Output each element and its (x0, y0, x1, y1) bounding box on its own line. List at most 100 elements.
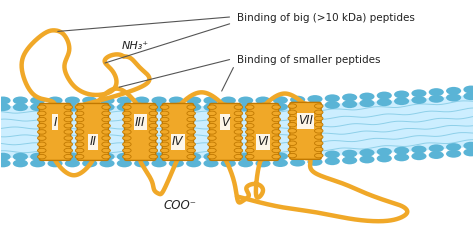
Circle shape (315, 135, 323, 139)
Circle shape (272, 111, 281, 116)
Circle shape (428, 151, 444, 159)
Circle shape (47, 153, 63, 161)
Circle shape (102, 136, 110, 140)
FancyBboxPatch shape (162, 103, 193, 160)
Circle shape (325, 157, 340, 165)
Text: II: II (90, 135, 96, 148)
Circle shape (208, 142, 216, 147)
Circle shape (64, 117, 73, 122)
Circle shape (288, 153, 297, 158)
Circle shape (75, 124, 84, 128)
Circle shape (246, 142, 254, 146)
Circle shape (102, 154, 110, 159)
Circle shape (342, 150, 357, 158)
Circle shape (446, 87, 461, 95)
Circle shape (246, 136, 254, 140)
Circle shape (290, 159, 305, 167)
Circle shape (13, 97, 28, 104)
Circle shape (234, 124, 243, 128)
Circle shape (446, 143, 461, 151)
Circle shape (290, 96, 305, 104)
Circle shape (246, 148, 254, 153)
Circle shape (208, 111, 216, 116)
Circle shape (394, 153, 409, 161)
Circle shape (13, 159, 28, 167)
Circle shape (149, 142, 157, 147)
Circle shape (102, 105, 110, 109)
Circle shape (428, 88, 444, 96)
Circle shape (0, 159, 10, 167)
Circle shape (203, 97, 219, 104)
Circle shape (149, 105, 157, 109)
Circle shape (82, 97, 97, 104)
Circle shape (288, 135, 297, 139)
Circle shape (149, 136, 157, 140)
Circle shape (123, 124, 131, 128)
Text: V: V (221, 116, 229, 128)
Circle shape (160, 154, 169, 159)
FancyBboxPatch shape (77, 103, 109, 160)
Circle shape (187, 136, 195, 140)
Circle shape (411, 89, 427, 97)
Circle shape (238, 153, 253, 161)
Circle shape (160, 130, 169, 134)
Circle shape (149, 111, 157, 116)
Circle shape (102, 130, 110, 134)
Circle shape (37, 105, 46, 109)
Circle shape (75, 117, 84, 122)
Circle shape (13, 103, 28, 111)
Circle shape (102, 148, 110, 153)
Circle shape (234, 130, 243, 134)
Circle shape (64, 105, 73, 109)
Circle shape (117, 103, 132, 111)
Circle shape (64, 111, 73, 116)
Circle shape (203, 103, 219, 111)
Text: VII: VII (298, 115, 313, 127)
Text: COO⁻: COO⁻ (164, 199, 197, 212)
FancyBboxPatch shape (125, 103, 156, 160)
Text: Binding of smaller peptides: Binding of smaller peptides (237, 55, 381, 65)
Circle shape (65, 153, 80, 161)
FancyBboxPatch shape (210, 103, 241, 160)
Circle shape (187, 154, 195, 159)
Circle shape (203, 159, 219, 167)
Circle shape (234, 154, 243, 159)
Text: III: III (135, 116, 146, 128)
Circle shape (288, 141, 297, 145)
Circle shape (123, 105, 131, 109)
Circle shape (288, 110, 297, 115)
Circle shape (82, 103, 97, 111)
Circle shape (160, 124, 169, 128)
Circle shape (464, 92, 474, 100)
FancyBboxPatch shape (39, 103, 71, 160)
Circle shape (186, 159, 201, 167)
Circle shape (234, 117, 243, 122)
Circle shape (288, 116, 297, 121)
FancyBboxPatch shape (247, 103, 279, 160)
Circle shape (169, 153, 184, 161)
Circle shape (123, 142, 131, 147)
Circle shape (255, 103, 271, 111)
FancyBboxPatch shape (290, 102, 321, 159)
Circle shape (246, 130, 254, 134)
Text: VI: VI (257, 135, 269, 148)
Circle shape (47, 103, 63, 111)
Circle shape (187, 117, 195, 122)
Circle shape (117, 153, 132, 161)
Circle shape (308, 95, 322, 103)
Circle shape (117, 97, 132, 104)
Circle shape (64, 148, 73, 153)
Circle shape (377, 92, 392, 100)
Circle shape (446, 94, 461, 102)
Circle shape (187, 105, 195, 109)
Circle shape (221, 159, 236, 167)
Circle shape (186, 97, 201, 104)
Circle shape (134, 97, 149, 104)
Circle shape (102, 142, 110, 147)
Circle shape (30, 159, 46, 167)
Circle shape (160, 148, 169, 153)
Circle shape (290, 152, 305, 160)
Circle shape (342, 100, 357, 108)
Circle shape (325, 101, 340, 109)
Circle shape (152, 153, 166, 161)
